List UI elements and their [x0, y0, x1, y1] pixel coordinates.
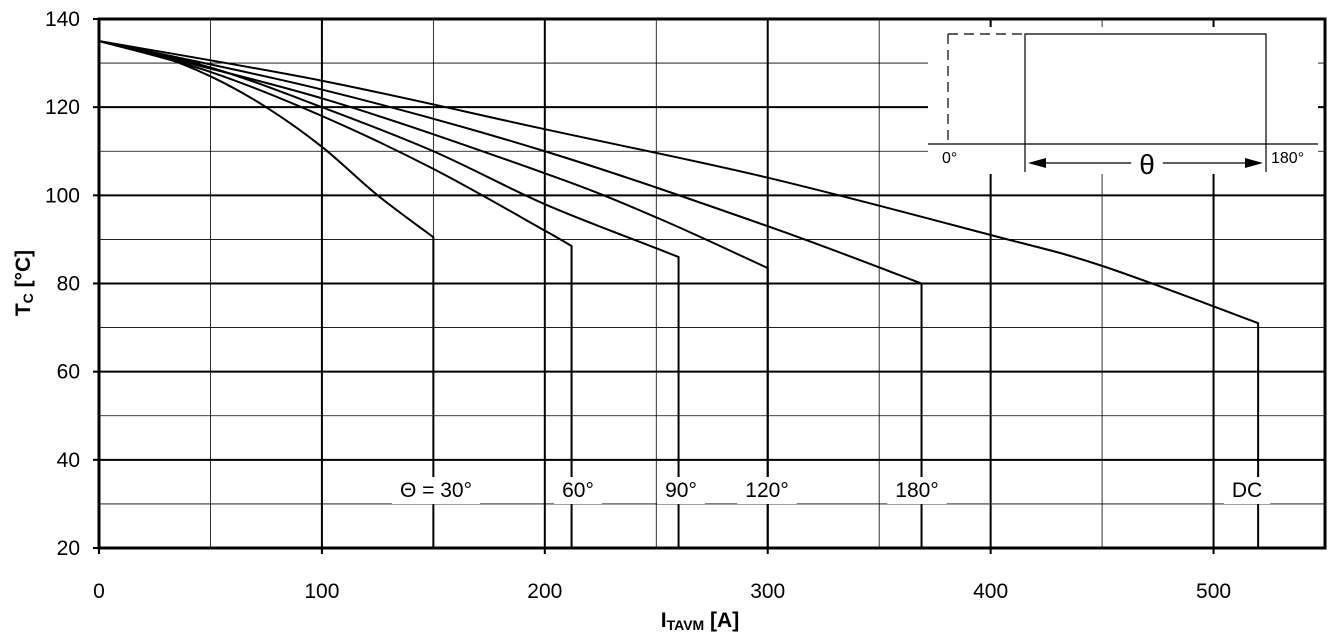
- y-tick-label: 140: [45, 8, 80, 31]
- y-tick-label: 120: [45, 96, 80, 119]
- y-tick-label: 60: [57, 361, 80, 384]
- y-tick-label: 20: [57, 537, 80, 560]
- y-tick-label: 40: [57, 449, 80, 472]
- series-line-120: [98, 40, 769, 548]
- y-axis-title: TC [°C]: [12, 250, 36, 316]
- curve-label-box: [1223, 477, 1271, 504]
- inset-background: [928, 27, 1318, 174]
- series-line-90: [98, 40, 680, 548]
- inset-theta-label: θ: [1139, 149, 1155, 180]
- curve-label-180: 180°: [895, 479, 938, 502]
- curve-label-box: [887, 477, 947, 504]
- x-tick-label: 400: [973, 580, 1008, 603]
- x-axis-title: ITAVM [A]: [661, 609, 739, 633]
- curve-label-60: 60°: [562, 479, 594, 502]
- inset-arrowhead-right: [1245, 158, 1263, 168]
- curve-labels: Θ = 30° 60° 90° 120° 180° DC: [391, 477, 1271, 504]
- curve-label-box: [554, 477, 602, 504]
- x-axis-title-unit: [A]: [704, 609, 739, 632]
- inset-label-180deg: 180°: [1271, 150, 1304, 167]
- curve-label-box: [737, 477, 797, 504]
- x-axis-title-main: I: [661, 609, 667, 632]
- curve-label-90: 90°: [665, 479, 697, 502]
- y-axis-title-unit: [°C]: [12, 250, 35, 293]
- y-tick-label: 80: [57, 273, 80, 296]
- curve-label-30: Θ = 30°: [400, 479, 472, 502]
- curve-label-box: [657, 477, 705, 504]
- inset-label-0deg: 0°: [942, 150, 957, 167]
- x-axis-title-sub: TAVM: [667, 617, 705, 633]
- y-tick-label: 100: [45, 184, 80, 207]
- y-axis-title-sub: C: [20, 293, 36, 303]
- x-tick-label: 0: [93, 580, 105, 603]
- series-line-dc: [98, 40, 1260, 548]
- series-lines: [98, 40, 1260, 548]
- curve-label-120: 120°: [745, 479, 788, 502]
- x-tick-label: 500: [1196, 580, 1231, 603]
- curve-label-dc: DC: [1232, 479, 1262, 502]
- series-line-180: [98, 40, 923, 548]
- y-axis-title-main: T: [12, 303, 35, 316]
- tick-labels: 0 100 200 300 400 500 20 40 60 80 100 120 140: [45, 8, 1231, 603]
- series-line-60: [98, 40, 573, 548]
- x-tick-label: 100: [304, 580, 339, 603]
- x-tick-label: 300: [750, 580, 785, 603]
- inset-diagram: θ 0° 180°: [928, 27, 1318, 180]
- curve-label-box: [391, 477, 481, 504]
- inset-arrowhead-left: [1028, 158, 1046, 168]
- inset-theta-box: [1131, 153, 1163, 173]
- x-tick-label: 200: [527, 580, 562, 603]
- inset-pulse: [1024, 33, 1267, 172]
